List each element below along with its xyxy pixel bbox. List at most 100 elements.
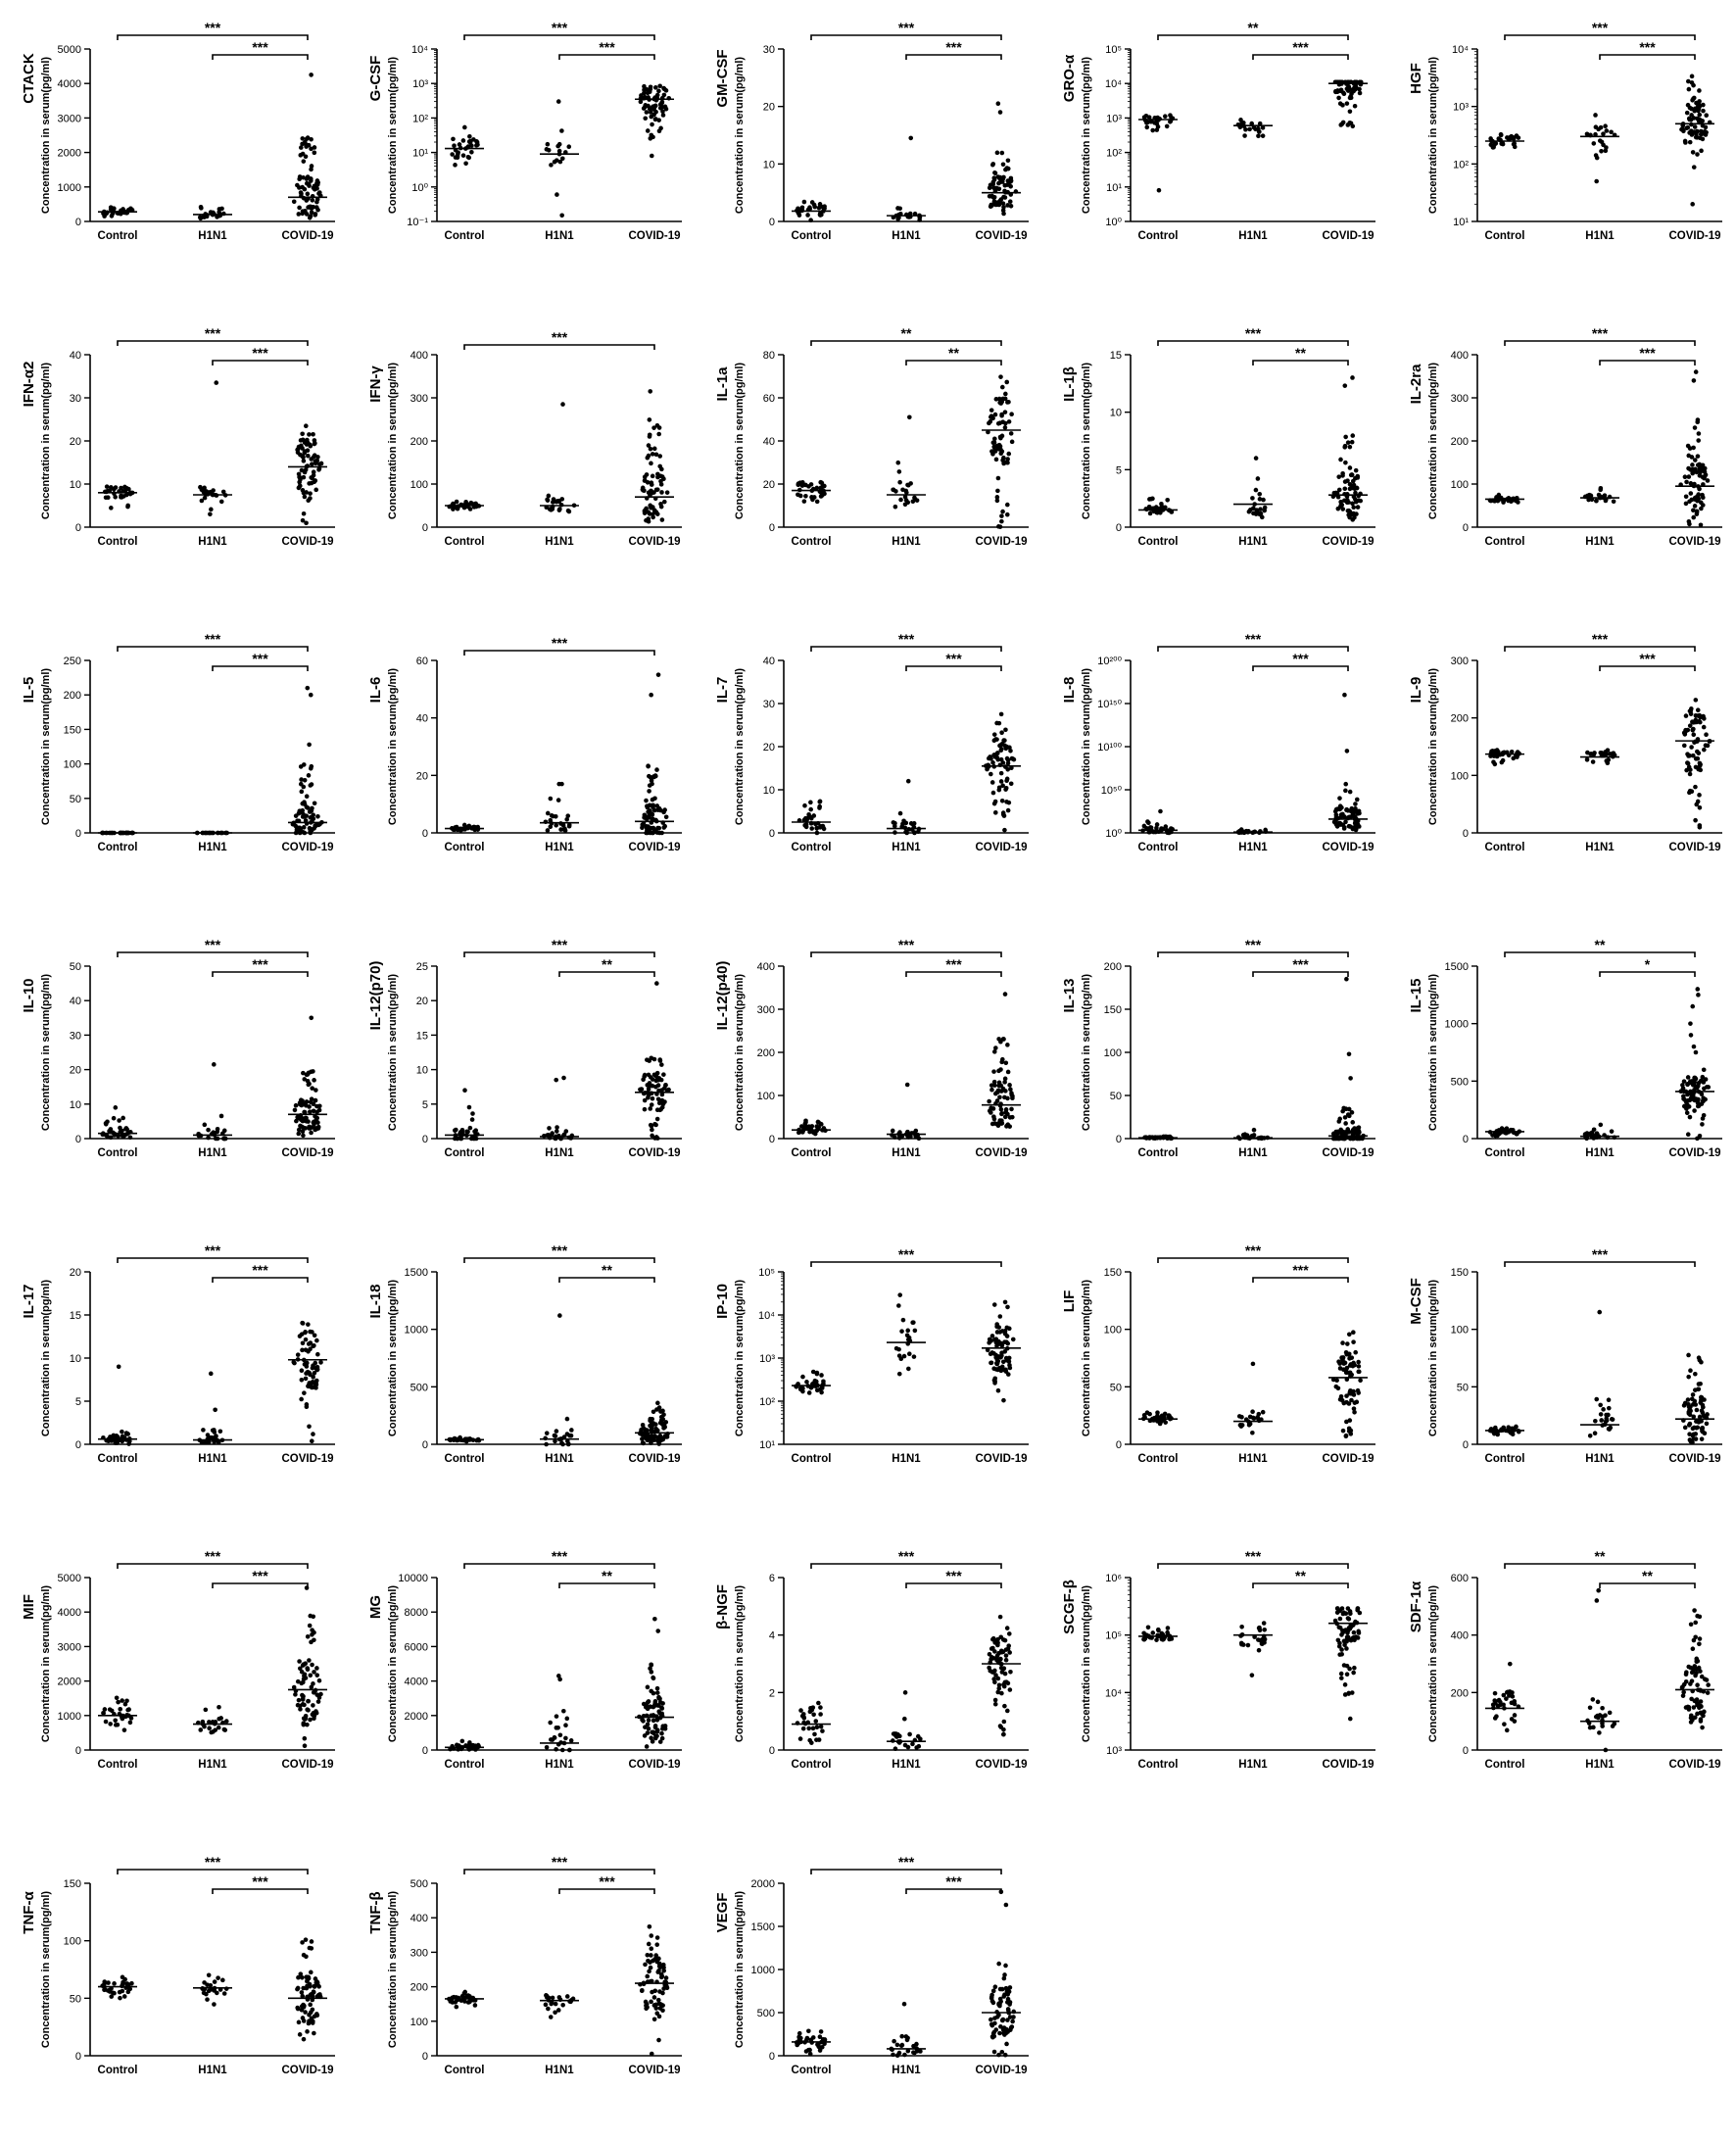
data-point (1001, 1037, 1006, 1042)
data-point (461, 138, 466, 143)
x-tick-label: H1N1 (1585, 536, 1615, 548)
y-axis-label: Concentration in serum(pg/ml) (387, 1891, 399, 2048)
data-point (1692, 1045, 1697, 1049)
y-tick-label: 30 (763, 44, 775, 56)
data-point (649, 1670, 653, 1675)
data-point (467, 134, 472, 139)
data-point (991, 1677, 996, 1681)
y-tick-label: 0 (769, 217, 775, 228)
y-tick-label: 150 (1104, 1267, 1122, 1279)
data-point (664, 88, 669, 93)
significance-label: *** (552, 1548, 568, 1564)
y-tick-label: 0 (1463, 522, 1469, 534)
data-point (300, 432, 305, 437)
data-point (1003, 425, 1008, 430)
y-axis-label: Concentration in serum(pg/ml) (40, 1585, 52, 1742)
data-point (1355, 798, 1360, 802)
data-point (652, 447, 657, 452)
y-tick-label: 6 (769, 1573, 775, 1584)
significance-label: *** (252, 1568, 268, 1583)
data-point (317, 1103, 322, 1108)
data-point (1700, 1436, 1705, 1441)
data-point (649, 462, 653, 466)
y-tick-label: 300 (410, 1947, 428, 1959)
data-point (643, 116, 648, 121)
data-point (650, 1102, 654, 1107)
data-point (546, 828, 551, 833)
data-point (1690, 132, 1695, 137)
y-tick-label: 80 (763, 350, 775, 362)
data-point (993, 1702, 998, 1707)
data-point (1353, 104, 1358, 109)
significance-label: *** (252, 956, 268, 972)
data-point (1690, 74, 1695, 79)
data-point (205, 1982, 210, 1987)
data-point (1688, 708, 1693, 713)
data-point (654, 981, 659, 986)
data-point (1260, 1641, 1265, 1646)
significance-label: *** (252, 345, 268, 361)
data-point (1348, 1372, 1353, 1377)
data-point (1692, 165, 1697, 170)
data-point (903, 830, 908, 835)
data-point (1698, 1615, 1703, 1620)
significance-label: *** (205, 1548, 221, 1564)
data-point (108, 1707, 113, 1712)
data-point (906, 1367, 911, 1372)
data-point (550, 813, 555, 818)
data-point (1692, 1108, 1697, 1113)
data-point (1683, 1401, 1688, 1406)
data-point (1348, 465, 1353, 470)
data-point (989, 772, 993, 777)
data-point (305, 136, 310, 141)
significance-bracket (559, 972, 654, 977)
data-point (301, 209, 306, 214)
y-tick-label: 10¹ (759, 1439, 775, 1451)
data-point (1343, 1682, 1348, 1687)
data-point (648, 831, 652, 836)
data-point (1261, 133, 1266, 138)
x-tick-label: COVID-19 (975, 230, 1027, 242)
data-point (1697, 469, 1702, 474)
significance-bracket (213, 361, 308, 365)
y-axis-label: Concentration in serum(pg/ml) (40, 668, 52, 825)
data-point (114, 1105, 119, 1110)
data-point (298, 174, 303, 179)
data-point (1594, 1715, 1599, 1720)
data-point (1491, 145, 1496, 150)
data-point (300, 810, 305, 815)
data-point (1351, 1339, 1356, 1344)
data-point (996, 421, 1001, 426)
data-point (1149, 825, 1154, 830)
data-point (659, 1062, 664, 1067)
x-tick-label: H1N1 (1238, 230, 1268, 242)
significance-bracket (213, 972, 308, 977)
data-point (1348, 445, 1353, 450)
data-point (1006, 758, 1011, 763)
data-point (1685, 1110, 1690, 1115)
data-point (307, 1424, 312, 1429)
data-point (1344, 1368, 1349, 1373)
data-point (113, 495, 118, 500)
data-point (557, 1678, 562, 1682)
data-point (1346, 1112, 1351, 1117)
data-point (652, 808, 657, 813)
data-point (302, 1674, 307, 1678)
data-point (653, 85, 658, 90)
data-point (1358, 1378, 1363, 1383)
data-point (116, 1723, 121, 1727)
data-point (1685, 760, 1690, 765)
significance-bracket (559, 55, 654, 60)
data-point (1488, 136, 1493, 141)
data-point (998, 1314, 1003, 1319)
data-point (818, 486, 823, 491)
significance-label: ** (1595, 937, 1606, 952)
data-point (1008, 1366, 1013, 1371)
data-point (912, 821, 917, 826)
significance-bracket (1600, 666, 1695, 671)
data-point (997, 1682, 1002, 1687)
data-point (1345, 478, 1350, 483)
data-point (1260, 515, 1265, 520)
